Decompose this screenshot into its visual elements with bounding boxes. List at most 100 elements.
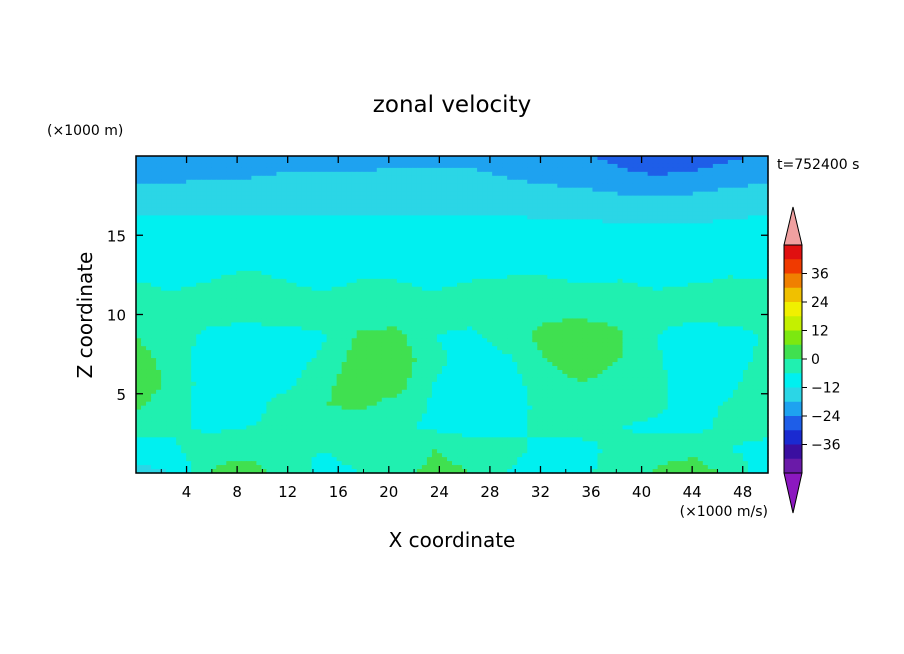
heatmap-cell <box>542 231 548 236</box>
heatmap-cell <box>702 251 709 256</box>
heatmap-cell <box>321 302 328 308</box>
heatmap-cell <box>542 203 548 209</box>
heatmap-cell <box>757 247 764 252</box>
heatmap-cell <box>446 259 453 264</box>
heatmap-cell <box>617 282 624 288</box>
heatmap-cell <box>411 175 418 181</box>
heatmap-cell <box>376 231 383 236</box>
heatmap-cell <box>537 227 543 232</box>
heatmap-cell <box>762 294 769 300</box>
heatmap-cell <box>181 163 187 169</box>
heatmap-cell <box>487 270 493 276</box>
heatmap-cell <box>492 219 498 224</box>
heatmap-cell <box>436 251 443 256</box>
heatmap-cell <box>346 239 353 244</box>
heatmap-cell <box>502 274 508 280</box>
heatmap-cell <box>752 290 759 296</box>
heatmap-cell <box>311 278 318 284</box>
heatmap-cell <box>452 259 458 264</box>
heatmap-cell <box>587 179 594 185</box>
heatmap-cell <box>647 191 654 197</box>
heatmap-cell <box>607 302 614 308</box>
heatmap-cell <box>266 159 273 165</box>
heatmap-cell <box>321 294 328 300</box>
heatmap-cell <box>201 167 207 173</box>
heatmap-cell <box>697 191 704 197</box>
heatmap-cell <box>316 203 323 209</box>
heatmap-cell <box>717 259 724 264</box>
heatmap-cell <box>732 167 739 173</box>
heatmap-cell <box>386 203 393 209</box>
heatmap-cell <box>562 278 568 284</box>
heatmap-cell <box>512 227 518 232</box>
heatmap-cell <box>617 235 624 240</box>
heatmap-cell <box>326 231 333 236</box>
heatmap-cell <box>707 231 714 236</box>
heatmap-cell <box>502 179 508 185</box>
heatmap-cell <box>472 278 478 284</box>
heatmap-cell <box>692 270 699 276</box>
heatmap-cell <box>426 175 433 181</box>
heatmap-cell <box>311 290 318 296</box>
heatmap-cell <box>567 294 573 300</box>
heatmap-cell <box>421 294 428 300</box>
heatmap-cell <box>667 203 674 209</box>
heatmap-cell <box>487 306 493 312</box>
heatmap-cell <box>256 175 262 181</box>
heatmap-cell <box>727 219 734 224</box>
heatmap-cell <box>472 302 478 308</box>
heatmap-cell <box>722 262 729 268</box>
heatmap-cell <box>637 270 644 276</box>
heatmap-cell <box>562 290 568 296</box>
heatmap-cell <box>757 282 764 288</box>
heatmap-cell <box>657 156 664 161</box>
heatmap-cell <box>757 175 764 181</box>
heatmap-cell <box>457 259 463 264</box>
heatmap-cell <box>246 179 252 185</box>
heatmap-cell <box>331 175 338 181</box>
heatmap-cell <box>176 191 182 197</box>
heatmap-cell <box>266 298 273 304</box>
heatmap-cell <box>191 235 197 240</box>
heatmap-cell <box>522 195 528 201</box>
heatmap-cell <box>351 175 358 181</box>
heatmap-cell <box>166 243 172 248</box>
heatmap-cell <box>296 259 303 264</box>
heatmap-cell <box>497 239 503 244</box>
heatmap-cell <box>441 306 448 312</box>
heatmap-cell <box>497 187 503 193</box>
heatmap-cell <box>151 266 157 272</box>
heatmap-cell <box>592 306 599 312</box>
heatmap-cell <box>206 211 212 217</box>
heatmap-cell <box>727 251 734 256</box>
heatmap-cell <box>166 203 172 209</box>
heatmap-cell <box>256 235 262 240</box>
heatmap-cell <box>306 286 313 292</box>
heatmap-cell <box>411 215 418 220</box>
heatmap-cell <box>762 211 769 217</box>
heatmap-cell <box>652 159 659 165</box>
heatmap-cell <box>587 207 594 213</box>
heatmap-cell <box>381 251 388 256</box>
heatmap-cell <box>231 171 237 177</box>
heatmap-cell <box>662 239 669 244</box>
heatmap-cell <box>612 294 619 300</box>
heatmap-cell <box>321 290 328 296</box>
heatmap-cell <box>522 278 528 284</box>
heatmap-cell <box>587 183 594 189</box>
heatmap-cell <box>752 286 759 292</box>
heatmap-cell <box>281 262 288 268</box>
heatmap-cell <box>356 187 363 193</box>
heatmap-cell <box>341 235 348 240</box>
heatmap-cell <box>251 259 257 264</box>
heatmap-cell <box>181 290 187 296</box>
heatmap-cell <box>351 302 358 308</box>
heatmap-cell <box>251 306 257 312</box>
heatmap-cell <box>301 278 308 284</box>
heatmap-cell <box>251 223 257 228</box>
heatmap-cell <box>687 243 694 248</box>
heatmap-cell <box>507 262 513 268</box>
heatmap-cell <box>527 227 533 232</box>
heatmap-cell <box>281 215 288 220</box>
heatmap-cell <box>171 243 177 248</box>
